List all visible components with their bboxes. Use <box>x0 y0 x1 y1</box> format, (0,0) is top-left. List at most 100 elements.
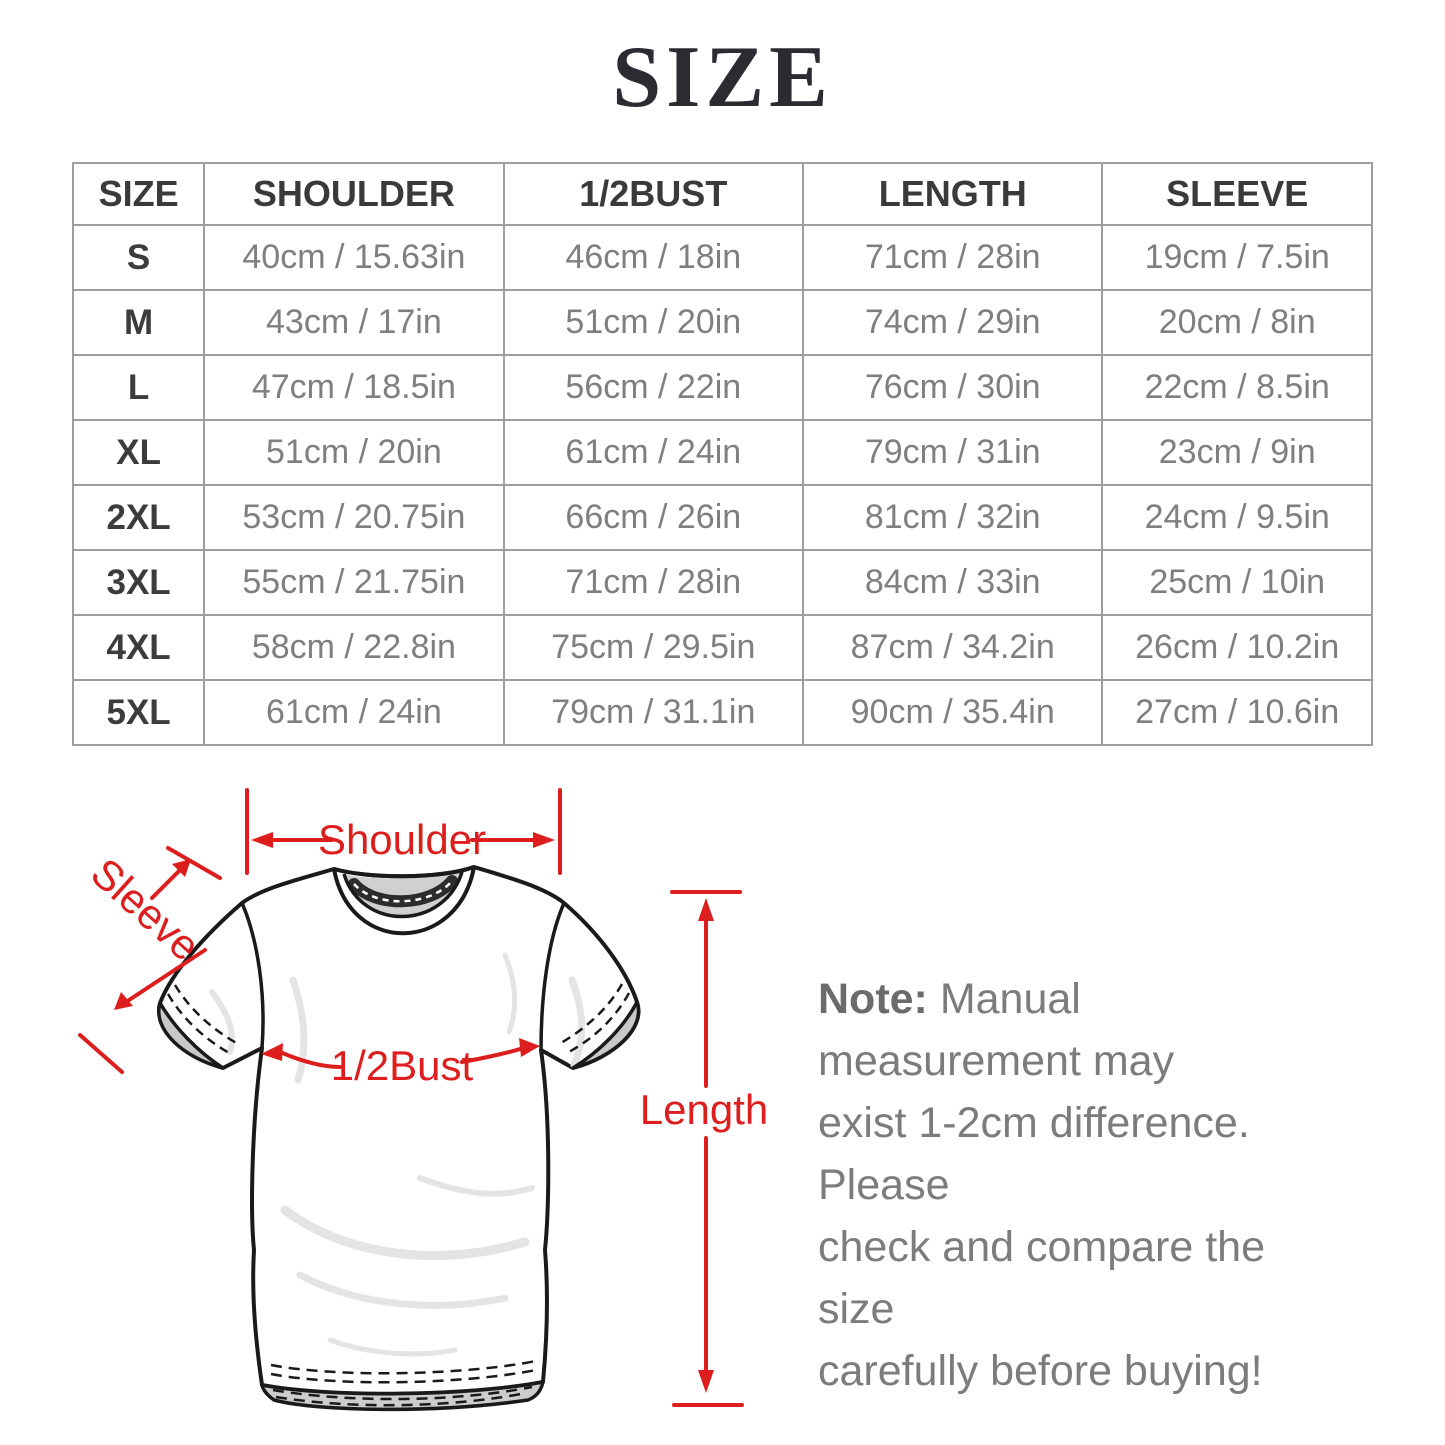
length-value: 90cm / 35.4in <box>801 679 1104 746</box>
bust-value: 75cm / 29.5in <box>502 614 805 681</box>
armhole-seam-right <box>539 902 566 1051</box>
bust-arrow-line-left <box>278 1050 342 1069</box>
sleeve-label: Sleeve <box>82 849 209 970</box>
sleeve-value: 24cm / 9.5in <box>1101 484 1373 551</box>
size-label: 3XL <box>71 549 206 616</box>
sleeve-value: 26cm / 10.2in <box>1101 614 1373 681</box>
right-cuff <box>560 983 641 1070</box>
note-line: carefully before buying! <box>818 1347 1263 1395</box>
note-text: Note: Manual measurement may exist 1-2cm… <box>818 968 1298 1402</box>
table-row: 5XL 61cm / 24in 79cm / 31.1in 90cm / 35.… <box>71 679 1373 746</box>
bust-arrowhead-right <box>519 1038 540 1057</box>
size-label: 5XL <box>71 679 206 746</box>
collar-back-line <box>333 865 475 879</box>
table-row: M 43cm / 17in 51cm / 20in 74cm / 29in 20… <box>71 289 1373 356</box>
tshirt-illustration <box>156 865 641 1412</box>
length-value: 81cm / 32in <box>801 484 1104 551</box>
sleeve-value: 23cm / 9in <box>1101 419 1373 486</box>
table-header-row: SIZE SHOULDER 1/2BUST LENGTH SLEEVE <box>71 162 1373 226</box>
sleeve-value: 25cm / 10in <box>1101 549 1373 616</box>
bust-label: 1/2Bust <box>331 1042 474 1089</box>
shoulder-value: 55cm / 21.75in <box>203 549 505 616</box>
left-cuff-stitch <box>173 984 239 1046</box>
length-value: 84cm / 33in <box>801 549 1104 616</box>
right-cuff-face <box>571 1000 641 1070</box>
page-title: SIZE <box>612 29 833 126</box>
sleeve-value: 27cm / 10.6in <box>1101 679 1373 746</box>
sleeve-value: 22cm / 8.5in <box>1101 354 1373 421</box>
col-header-size: SIZE <box>71 162 206 226</box>
hem-stitch <box>270 1359 537 1375</box>
size-label: XL <box>71 419 206 486</box>
bust-arrowhead-left <box>261 1043 283 1061</box>
shoulder-value: 43cm / 17in <box>203 289 505 356</box>
size-table: SIZE SHOULDER 1/2BUST LENGTH SLEEVE S 40… <box>71 162 1373 746</box>
note-line: Note: Manual measurement may <box>818 968 1298 1092</box>
bust-value: 61cm / 24in <box>502 419 805 486</box>
size-label: 4XL <box>71 614 206 681</box>
col-header-sleeve: SLEEVE <box>1101 162 1373 226</box>
sleeve-value: 20cm / 8in <box>1101 289 1373 356</box>
note-line: check and compare the size <box>818 1223 1265 1333</box>
sleeve-tick-top <box>166 846 222 880</box>
size-label: 2XL <box>71 484 206 551</box>
length-arrowhead-up <box>698 898 714 921</box>
right-cuff-stitch <box>560 983 624 1045</box>
collar-inner-arc <box>342 871 464 919</box>
bust-value: 71cm / 28in <box>502 549 805 616</box>
hem-stitch <box>275 1391 527 1407</box>
length-value: 87cm / 34.2in <box>801 614 1104 681</box>
collar-outer-arc <box>332 866 476 936</box>
bust-value: 51cm / 20in <box>502 289 805 356</box>
table-row: 4XL 58cm / 22.8in 75cm / 29.5in 87cm / 3… <box>71 614 1373 681</box>
hem-stitch <box>270 1368 537 1384</box>
sleeve-arrow-line-bottom <box>118 948 207 1008</box>
size-label: S <box>71 224 206 291</box>
note-line: exist 1-2cm difference. Please <box>818 1099 1250 1209</box>
sleeve-arrowhead-bottom <box>114 992 133 1010</box>
size-label: M <box>71 289 206 356</box>
note-label: Note: <box>818 975 928 1023</box>
col-header-shoulder: SHOULDER <box>203 162 505 226</box>
length-label: Length <box>640 1086 768 1133</box>
sleeve-tick-bottom <box>78 1033 124 1074</box>
bust-value: 56cm / 22in <box>502 354 805 421</box>
shoulder-value: 51cm / 20in <box>203 419 505 486</box>
shoulder-label: Shoulder <box>318 816 486 863</box>
left-cuff-face <box>157 1001 225 1070</box>
tshirt-measurement-diagram: Shoulder Sleeve 1/2Bust Length <box>78 788 768 1412</box>
shoulder-arrowhead-left <box>251 832 273 848</box>
size-label: L <box>71 354 206 421</box>
shoulder-value: 61cm / 24in <box>203 679 505 746</box>
tshirt-wrinkles <box>209 952 586 1357</box>
shoulder-value: 47cm / 18.5in <box>203 354 505 421</box>
bust-value: 46cm / 18in <box>502 224 805 291</box>
length-value: 71cm / 28in <box>801 224 1104 291</box>
table-row: S 40cm / 15.63in 46cm / 18in 71cm / 28in… <box>71 224 1373 291</box>
left-cuff <box>157 984 239 1070</box>
table-row: L 47cm / 18.5in 56cm / 22in 76cm / 30in … <box>71 354 1373 421</box>
shoulder-value: 53cm / 20.75in <box>203 484 505 551</box>
col-header-bust: 1/2BUST <box>502 162 805 226</box>
bust-value: 79cm / 31.1in <box>502 679 805 746</box>
length-value: 74cm / 29in <box>801 289 1104 356</box>
collar-inner-gray <box>344 872 462 917</box>
tshirt-body-outline <box>156 865 641 1396</box>
left-cuff-stitch <box>166 993 232 1056</box>
tshirt-hem <box>260 1359 545 1412</box>
shoulder-arrowhead-right <box>533 832 555 848</box>
armhole-seam-left <box>240 902 265 1049</box>
shoulder-value: 58cm / 22.8in <box>203 614 505 681</box>
note-line-text: Manual measurement may <box>818 975 1175 1085</box>
shoulder-value: 40cm / 15.63in <box>203 224 505 291</box>
length-arrowhead-down <box>698 1370 714 1393</box>
bust-value: 66cm / 26in <box>502 484 805 551</box>
length-value: 79cm / 31in <box>801 419 1104 486</box>
right-cuff-stitch <box>566 992 631 1055</box>
hem-stitch <box>272 1385 533 1401</box>
tshirt-collar <box>332 865 476 936</box>
sleeve-arrowhead-top <box>172 859 191 877</box>
collar-tape <box>348 875 458 908</box>
table-row: XL 51cm / 20in 61cm / 24in 79cm / 31in 2… <box>71 419 1373 486</box>
